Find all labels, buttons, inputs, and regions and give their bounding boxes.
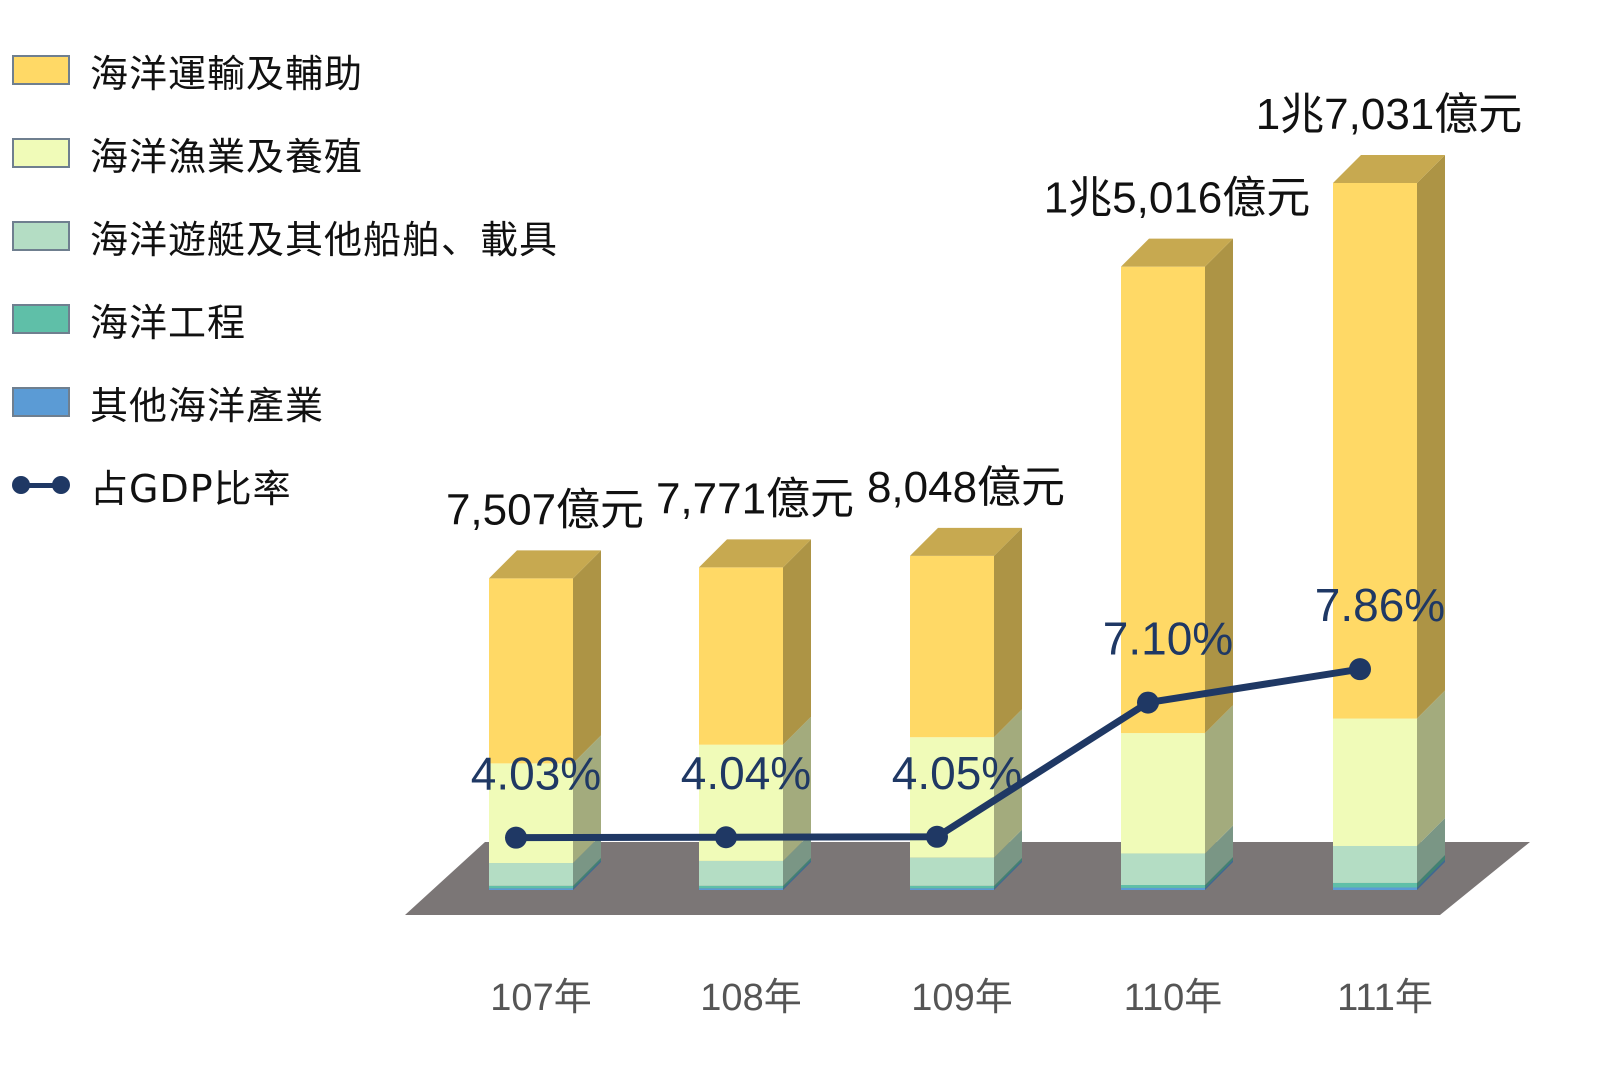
legend-swatch-yacht (12, 221, 70, 251)
bar-top-0 (489, 550, 601, 579)
legend: 海洋運輸及輔助 海洋漁業及養殖 海洋遊艇及其他船舶、載具 海洋工程 其他海洋產業… (12, 40, 558, 538)
bar-side-4-4 (1417, 155, 1445, 719)
bar-segment-1-1 (699, 885, 783, 889)
bar-side-3-0 (1205, 859, 1233, 890)
bar-segment-1-3 (699, 744, 783, 861)
bar-side-0-1 (573, 857, 601, 889)
bar-segment-1-0 (699, 888, 783, 890)
gdp-point-0 (505, 826, 527, 849)
legend-swatch-fishery (12, 138, 70, 168)
bars-group (489, 155, 1445, 890)
bar-side-2-2 (994, 829, 1022, 886)
legend-label-other: 其他海洋產業 (90, 383, 325, 428)
legend-swatch-other (12, 387, 70, 417)
bar-segment-3-3 (1121, 733, 1205, 854)
legend-item-engineering: 海洋工程 (12, 289, 558, 349)
labels-group: 7,507億元 107年 7,771億元 108年 8,048億元 109年 1兆5,016… (446, 90, 1522, 1019)
legend-item-other: 其他海洋產業 (12, 372, 558, 432)
legend-swatch-transport (12, 55, 70, 85)
bar-segment-4-4 (1333, 183, 1417, 719)
bar-segment-1-4 (699, 567, 783, 745)
bar-segment-1-2 (699, 860, 783, 886)
bar-segment-0-4 (489, 578, 573, 764)
legend-label-yacht: 海洋遊艇及其他船舶、載具 (90, 217, 559, 262)
bar-segment-0-0 (489, 888, 573, 890)
bar-segment-2-4 (910, 555, 994, 738)
bar-side-3-1 (1205, 857, 1233, 888)
gdp-label-0: 4.03% (471, 748, 601, 800)
bar-segment-3-2 (1121, 853, 1205, 886)
bar-segment-4-1 (1333, 882, 1417, 888)
bar-side-0-0 (573, 860, 601, 890)
legend-item-fishery: 海洋漁業及養殖 (12, 123, 558, 183)
total-label-4: 1兆7,031億元 (1256, 90, 1523, 139)
gdp-label-4: 7.86% (1315, 579, 1445, 631)
gdp-point-2 (926, 825, 948, 848)
gdp-point-4 (1349, 658, 1371, 681)
bar-side-3-3 (1205, 705, 1233, 854)
total-label-2: 8,048億元 (867, 463, 1065, 512)
bar-segment-3-4 (1121, 266, 1205, 734)
bar-segment-2-1 (910, 885, 994, 889)
gdp-point-3 (1137, 691, 1159, 714)
bar-side-4-0 (1417, 859, 1445, 890)
bar-side-2-3 (994, 709, 1022, 858)
bar-side-0-3 (573, 735, 601, 864)
legend-label-gdp: 占GDP比率 (90, 466, 292, 511)
bar-side-1-1 (783, 857, 811, 889)
bar-top-2 (910, 527, 1022, 556)
total-label-0: 7,507億元 (446, 485, 644, 534)
bar-segment-4-2 (1333, 845, 1417, 883)
bar-top-1 (699, 539, 811, 568)
x-tick-0: 107年 (490, 977, 591, 1019)
bar-side-0-4 (573, 550, 601, 764)
bar-segment-2-0 (910, 888, 994, 890)
bar-top-3 (1121, 238, 1233, 267)
legend-item-gdp: 占GDP比率 (12, 455, 558, 515)
bar-segment-0-3 (489, 763, 573, 864)
bar-side-4-2 (1417, 817, 1445, 883)
x-tick-2: 109年 (911, 977, 1012, 1019)
legend-item-transport: 海洋運輸及輔助 (12, 40, 558, 100)
total-label-3: 1兆5,016億元 (1044, 174, 1311, 223)
bar-side-1-2 (783, 832, 811, 886)
total-label-1: 7,771億元 (656, 474, 854, 523)
bar-side-0-2 (573, 835, 601, 886)
bar-side-1-4 (783, 539, 811, 745)
legend-label-fishery: 海洋漁業及養殖 (90, 134, 364, 179)
bar-side-2-0 (994, 860, 1022, 890)
gdp-label-3: 7.10% (1103, 613, 1233, 665)
bar-side-2-4 (994, 527, 1022, 738)
bar-segment-0-1 (489, 885, 573, 889)
bar-side-4-1 (1417, 854, 1445, 888)
gdp-label-2: 4.05% (892, 747, 1022, 799)
gdp-label-1: 4.04% (681, 747, 811, 799)
bar-side-1-3 (783, 716, 811, 861)
gdp-point-1 (715, 826, 737, 849)
bar-top-4 (1333, 155, 1445, 183)
bar-segment-3-0 (1121, 887, 1205, 890)
bar-segment-3-1 (1121, 885, 1205, 888)
bar-segment-0-2 (489, 863, 573, 886)
legend-item-yacht: 海洋遊艇及其他船舶、載具 (12, 206, 558, 266)
bar-side-4-3 (1417, 690, 1445, 846)
gdp-line-group: 4.03% 4.04% 4.05% 7.10% 7.86% (471, 579, 1445, 849)
bar-segment-4-3 (1333, 718, 1417, 846)
bar-side-1-0 (783, 860, 811, 890)
bar-side-2-1 (994, 857, 1022, 889)
x-tick-3: 110年 (1124, 977, 1223, 1019)
legend-line-icon (12, 470, 70, 500)
bar-segment-2-2 (910, 857, 994, 886)
legend-label-engineering: 海洋工程 (90, 300, 247, 345)
bar-side-3-2 (1205, 825, 1233, 886)
legend-label-transport: 海洋運輸及輔助 (90, 51, 364, 96)
x-tick-1: 108年 (700, 977, 801, 1019)
bar-segment-4-0 (1333, 887, 1417, 890)
bar-side-3-4 (1205, 238, 1233, 734)
legend-swatch-engineering (12, 304, 70, 334)
x-tick-4: 111年 (1337, 977, 1433, 1019)
